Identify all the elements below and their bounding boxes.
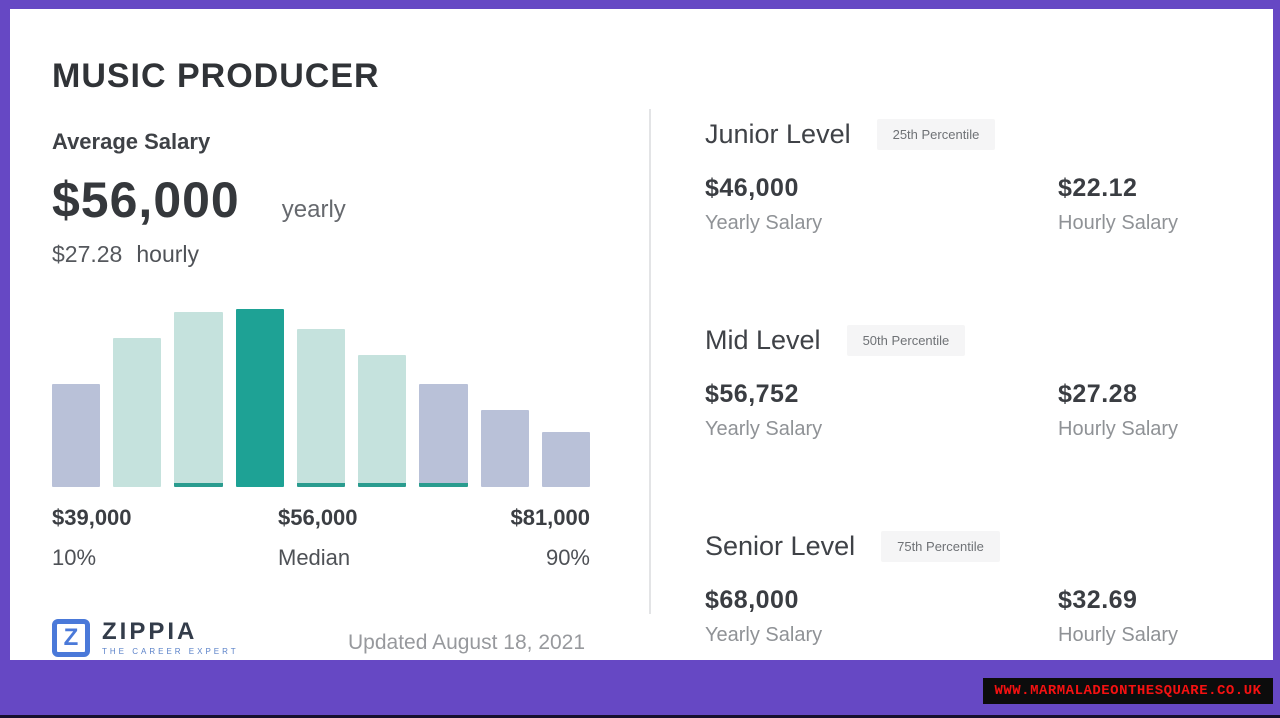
yearly-value: $46,000: [705, 174, 799, 202]
axis-tick-caption: Median: [278, 545, 351, 570]
level-name: Mid Level: [705, 325, 821, 355]
zippia-tagline: THE CAREER EXPERT: [102, 647, 239, 656]
hourly-cell: $32.69 Hourly Salary: [1058, 586, 1225, 647]
level-block-mid: Mid Level 50th Percentile $56,752 Yearly…: [705, 325, 1225, 441]
histogram-bar: [541, 432, 590, 487]
percentile-badge: 75th Percentile: [881, 531, 1000, 562]
axis-tick-value: $81,000: [510, 505, 590, 530]
level-header: Senior Level 75th Percentile: [705, 531, 1225, 562]
average-yearly-value: $56,000: [52, 172, 240, 228]
vertical-divider: [649, 109, 651, 614]
axis-tick-value: $39,000: [52, 505, 132, 530]
average-yearly-row: $56,000 yearly: [52, 171, 346, 229]
yearly-label: Yearly Salary: [705, 212, 823, 234]
average-yearly-unit: yearly: [281, 196, 346, 223]
average-hourly-row: $27.28 hourly: [52, 241, 199, 268]
hourly-label: Hourly Salary: [1058, 624, 1179, 646]
yearly-cell: $46,000 Yearly Salary: [705, 174, 1058, 235]
level-values: $56,752 Yearly Salary $27.28 Hourly Sala…: [705, 380, 1225, 441]
hourly-value: $27.28: [1058, 380, 1138, 408]
histogram-bar: [113, 338, 162, 487]
histogram-axis: $39,000 10% $56,000 Median $81,000 90%: [52, 505, 590, 575]
watermark-bar: WWW.MARMALADEONTHESQUARE.CO.UK: [983, 678, 1273, 704]
hourly-value: $22.12: [1058, 174, 1138, 202]
histogram-bar: [174, 312, 223, 487]
salary-histogram: [52, 309, 590, 487]
axis-tick-10th: $39,000 10%: [52, 505, 132, 571]
zippia-logo-glyph: Z: [63, 624, 79, 651]
histogram-bar: [480, 410, 529, 487]
axis-tick-value: $56,000: [278, 505, 358, 530]
histogram-bar-median: [235, 309, 284, 487]
yearly-cell: $56,752 Yearly Salary: [705, 380, 1058, 441]
histogram-bar: [419, 384, 468, 487]
zippia-brand: ZIPPIA: [102, 618, 198, 645]
level-header: Junior Level 25th Percentile: [705, 119, 1225, 150]
hourly-label: Hourly Salary: [1058, 212, 1179, 234]
axis-tick-90th: $81,000 90%: [510, 505, 590, 571]
axis-tick-median: $56,000 Median: [278, 505, 358, 571]
level-header: Mid Level 50th Percentile: [705, 325, 1225, 356]
zippia-logo-text: ZIPPIA THE CAREER EXPERT: [102, 618, 239, 657]
zippia-logo: Z ZIPPIA THE CAREER EXPERT: [52, 619, 239, 657]
level-block-senior: Senior Level 75th Percentile $68,000 Yea…: [705, 531, 1225, 647]
histogram-bar: [358, 355, 407, 487]
hourly-cell: $22.12 Hourly Salary: [1058, 174, 1225, 235]
hourly-label: Hourly Salary: [1058, 418, 1179, 440]
percentile-badge: 25th Percentile: [876, 119, 996, 150]
yearly-label: Yearly Salary: [705, 624, 823, 646]
bottom-dark-edge: [0, 715, 1280, 718]
yearly-cell: $68,000 Yearly Salary: [705, 586, 1058, 647]
histogram-bar: [296, 329, 346, 487]
hourly-cell: $27.28 Hourly Salary: [1058, 380, 1225, 441]
zippia-logo-icon: Z: [52, 619, 90, 657]
axis-tick-caption: 90%: [545, 545, 590, 570]
yearly-value: $68,000: [705, 586, 799, 614]
yearly-value: $56,752: [705, 380, 799, 408]
level-name: Senior Level: [705, 531, 856, 561]
infographic-card: MUSIC PRODUCER Average Salary $56,000 yea…: [10, 9, 1273, 660]
watermark-text: WWW.MARMALADEONTHESQUARE.CO.UK: [994, 683, 1262, 699]
average-salary-label: Average Salary: [52, 129, 211, 154]
axis-tick-caption: 10%: [52, 545, 97, 570]
page-title: MUSIC PRODUCER: [52, 57, 380, 95]
average-hourly-unit: hourly: [136, 241, 200, 267]
histogram-bar: [52, 384, 101, 487]
level-block-junior: Junior Level 25th Percentile $46,000 Yea…: [705, 119, 1225, 235]
level-name: Junior Level: [705, 119, 851, 149]
updated-date: Updated August 18, 2021: [348, 631, 586, 654]
hourly-value: $32.69: [1058, 586, 1138, 614]
level-values: $46,000 Yearly Salary $22.12 Hourly Sala…: [705, 174, 1225, 235]
yearly-label: Yearly Salary: [705, 418, 823, 440]
percentile-badge: 50th Percentile: [846, 325, 966, 356]
average-hourly-value: $27.28: [52, 241, 123, 267]
level-values: $68,000 Yearly Salary $32.69 Hourly Sala…: [705, 586, 1225, 647]
